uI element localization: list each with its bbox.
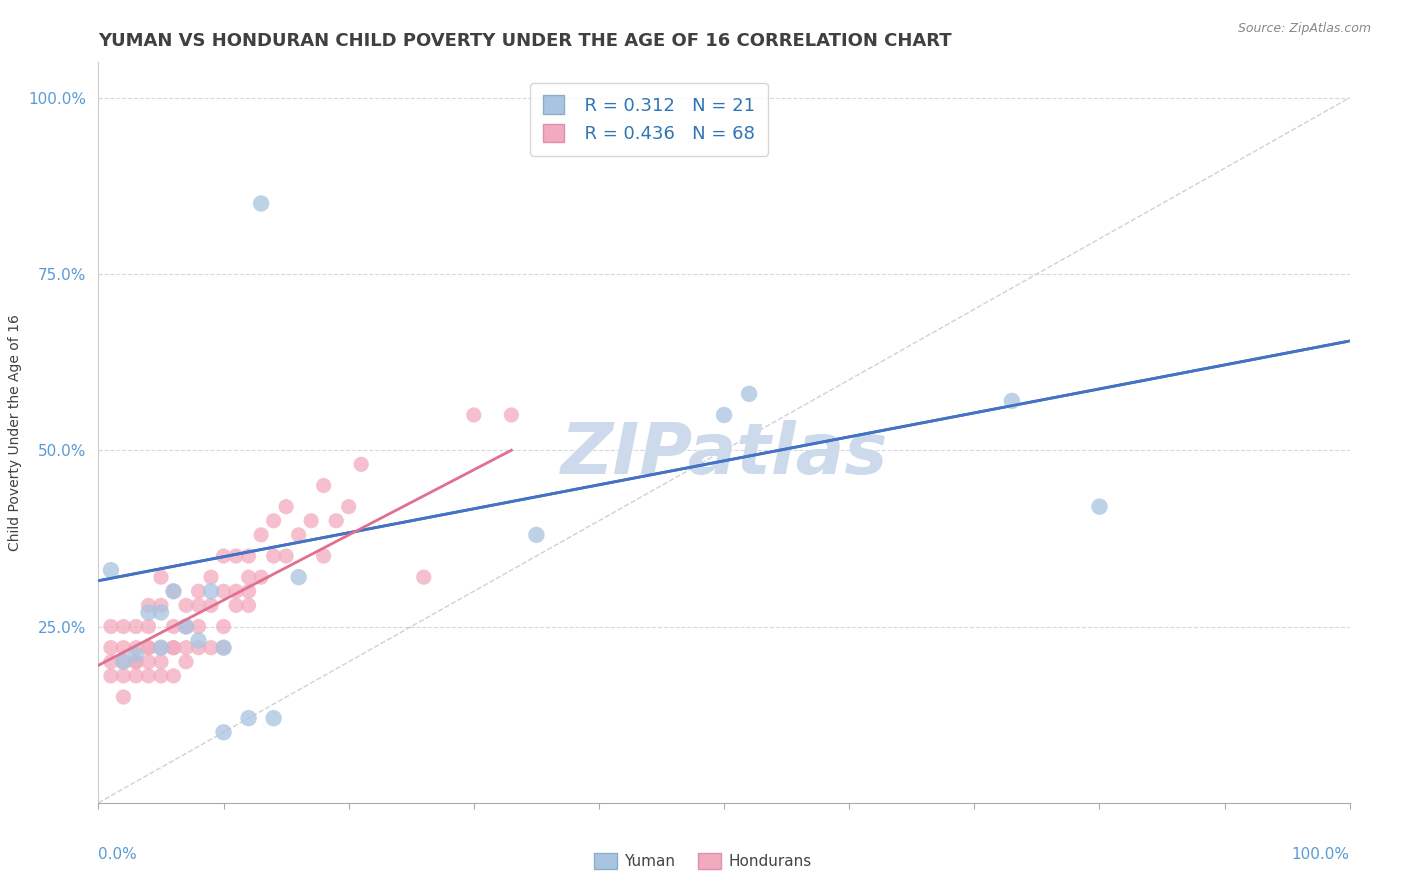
Point (125, 655, 148, 669)
Text: 0.0%: 0.0% (98, 847, 138, 863)
Point (312, 549, 335, 563)
Point (187, 619, 209, 633)
Point (187, 640, 209, 655)
Point (138, 655, 160, 669)
Text: YUMAN VS HONDURAN CHILD POVERTY UNDER THE AGE OF 16 CORRELATION CHART: YUMAN VS HONDURAN CHILD POVERTY UNDER TH… (98, 32, 952, 50)
Point (325, 514, 347, 528)
Point (350, 458, 373, 472)
Point (738, 387, 761, 401)
Point (138, 640, 160, 655)
Point (274, 500, 298, 514)
Point (200, 599, 222, 613)
Point (238, 584, 260, 599)
Legend:   R = 0.312   N = 21,   R = 0.436   N = 68: R = 0.312 N = 21, R = 0.436 N = 68 (530, 83, 768, 155)
Point (238, 570, 260, 584)
Point (263, 549, 285, 563)
Point (162, 584, 184, 599)
Point (250, 528, 273, 542)
Point (162, 640, 184, 655)
Point (100, 669, 122, 683)
Point (501, 408, 523, 422)
Point (138, 599, 160, 613)
Point (250, 196, 273, 211)
Point (713, 408, 735, 422)
Point (174, 640, 197, 655)
Point (200, 640, 222, 655)
Point (112, 619, 135, 633)
Point (100, 563, 122, 577)
Point (250, 570, 273, 584)
Point (138, 606, 160, 620)
Point (125, 619, 148, 633)
Point (200, 570, 222, 584)
Point (212, 640, 235, 655)
Point (187, 599, 209, 613)
Point (1088, 500, 1111, 514)
Point (100, 640, 122, 655)
Point (150, 570, 173, 584)
Point (1001, 393, 1024, 408)
Point (112, 669, 135, 683)
Point (212, 725, 235, 739)
Point (150, 655, 173, 669)
Point (212, 619, 235, 633)
Text: Source: ZipAtlas.com: Source: ZipAtlas.com (1237, 22, 1371, 36)
Point (287, 570, 309, 584)
Point (100, 619, 122, 633)
Point (125, 640, 148, 655)
Point (263, 711, 285, 725)
Point (125, 655, 148, 669)
Point (100, 655, 122, 669)
Point (212, 584, 235, 599)
Point (112, 640, 135, 655)
Point (200, 584, 222, 599)
Point (162, 619, 184, 633)
Point (162, 640, 184, 655)
Point (212, 640, 235, 655)
Point (138, 640, 160, 655)
Point (138, 669, 160, 683)
Text: 100.0%: 100.0% (1292, 847, 1350, 863)
Point (412, 570, 434, 584)
Y-axis label: Child Poverty Under the Age of 16: Child Poverty Under the Age of 16 (7, 314, 21, 551)
Point (150, 606, 173, 620)
Point (162, 669, 184, 683)
Point (187, 633, 209, 648)
Point (238, 711, 260, 725)
Point (150, 640, 173, 655)
Point (174, 619, 197, 633)
Point (150, 669, 173, 683)
Point (112, 655, 135, 669)
Point (150, 640, 173, 655)
Text: ZIPatlas: ZIPatlas (561, 420, 887, 490)
Point (463, 408, 485, 422)
Point (174, 655, 197, 669)
Point (287, 528, 309, 542)
Point (274, 549, 298, 563)
Point (125, 669, 148, 683)
Point (162, 584, 184, 599)
Point (225, 549, 247, 563)
Point (187, 584, 209, 599)
Point (138, 619, 160, 633)
Point (174, 599, 197, 613)
Point (112, 690, 135, 704)
Point (312, 478, 335, 492)
Point (150, 599, 173, 613)
Point (337, 500, 360, 514)
Point (524, 528, 547, 542)
Legend: Yuman, Hondurans: Yuman, Hondurans (588, 847, 818, 875)
Point (112, 655, 135, 669)
Point (238, 599, 260, 613)
Point (299, 514, 322, 528)
Point (225, 599, 247, 613)
Point (212, 549, 235, 563)
Point (238, 549, 260, 563)
Point (225, 584, 247, 599)
Point (263, 514, 285, 528)
Point (125, 648, 148, 662)
Point (174, 619, 197, 633)
